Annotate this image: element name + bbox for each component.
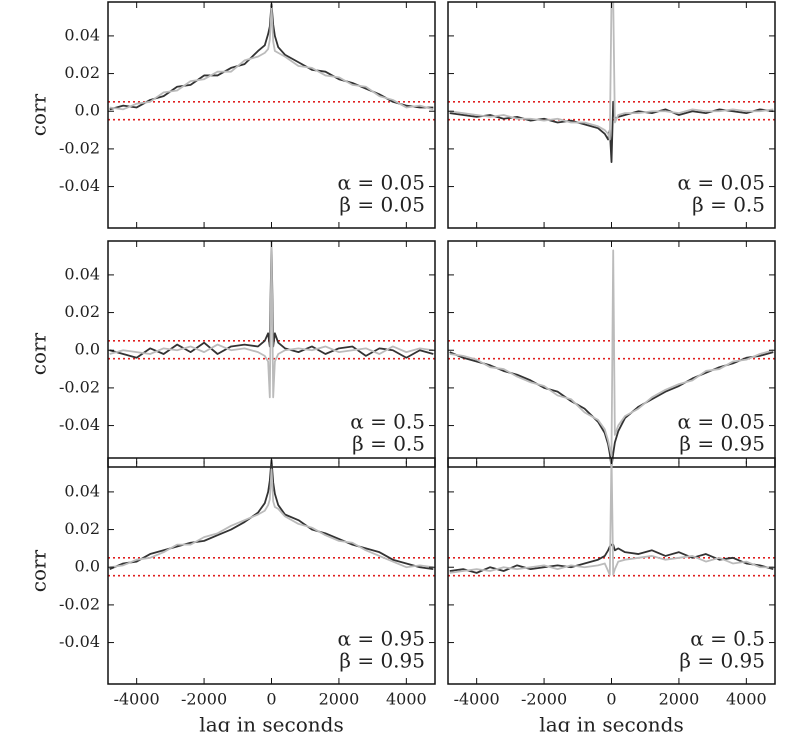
y-tick-label: 0.02: [64, 63, 100, 82]
x-tick-label: 0: [266, 690, 276, 709]
y-tick-label: 0.0: [75, 101, 100, 120]
y-axis-label: corr: [27, 332, 51, 375]
annotation: α = 0.5: [690, 627, 765, 651]
x-tick-label: -4000: [114, 690, 160, 709]
x-tick-label: 4000: [386, 690, 427, 709]
y-tick-label: -0.02: [59, 138, 100, 157]
annotation: β = 0.95: [339, 649, 425, 673]
annotation: α = 0.05: [337, 171, 425, 195]
panel: [108, 241, 435, 399]
y-tick-label: -0.04: [59, 632, 100, 651]
series-line: [449, 2, 774, 141]
series-line: [449, 249, 774, 457]
y-tick-label: 0.04: [64, 25, 100, 44]
panel: [448, 249, 775, 467]
series-line: [449, 458, 774, 576]
panel: [448, 458, 775, 577]
y-axis-label: corr: [27, 93, 51, 136]
y-tick-label: -0.04: [59, 415, 100, 434]
series-line: [449, 351, 774, 467]
x-tick-label: -4000: [454, 690, 500, 709]
annotation: β = 0.95: [679, 432, 765, 456]
series-line: [449, 100, 774, 163]
panel: [108, 458, 435, 577]
x-axis-label: lag in seconds: [539, 713, 683, 733]
y-tick-label: 0.02: [64, 302, 100, 321]
y-axis-label: corr: [27, 549, 51, 592]
x-axis-label: lag in seconds: [199, 713, 343, 733]
y-tick-label: -0.02: [59, 377, 100, 396]
annotation: β = 0.5: [352, 432, 425, 456]
y-tick-label: 0.02: [64, 519, 100, 538]
y-tick-label: -0.04: [59, 176, 100, 195]
x-tick-label: -2000: [521, 690, 567, 709]
series-line: [109, 468, 434, 569]
x-tick-label: 4000: [726, 690, 767, 709]
annotation: α = 0.05: [677, 410, 765, 434]
y-tick-label: -0.02: [59, 594, 100, 613]
panel: [448, 2, 775, 163]
x-tick-label: 0: [606, 690, 616, 709]
series-line: [109, 6, 434, 111]
series-line: [449, 543, 774, 574]
series-line: [109, 241, 434, 399]
annotation: β = 0.5: [692, 193, 765, 217]
annotation: α = 0.05: [677, 171, 765, 195]
panel: [108, 2, 435, 121]
y-tick-label: 0.0: [75, 340, 100, 359]
y-tick-label: 0.04: [64, 481, 100, 500]
annotation: β = 0.05: [339, 193, 425, 217]
x-tick-label: 2000: [659, 690, 700, 709]
series-line: [109, 241, 434, 359]
x-tick-label: -2000: [181, 690, 227, 709]
annotation: α = 0.95: [337, 627, 425, 651]
annotation: α = 0.5: [350, 410, 425, 434]
y-tick-label: 0.0: [75, 557, 100, 576]
annotation: β = 0.95: [679, 649, 765, 673]
x-tick-label: 2000: [319, 690, 360, 709]
y-tick-label: 0.04: [64, 264, 100, 283]
